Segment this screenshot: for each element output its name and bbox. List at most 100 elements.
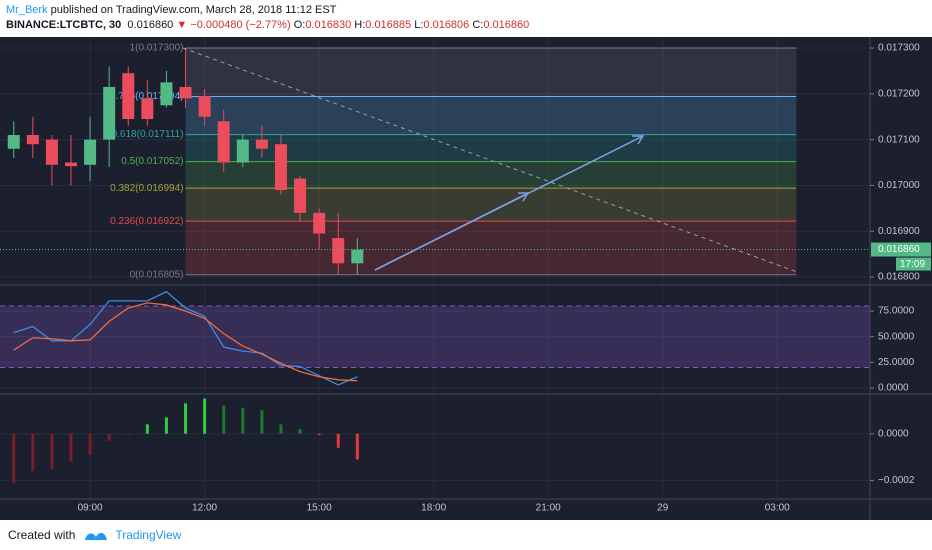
histogram-bar	[164, 417, 168, 434]
histogram-bar	[126, 433, 130, 435]
y-tick-label: −0.0002	[878, 475, 915, 486]
histogram-bar	[222, 405, 226, 434]
histogram-bar	[107, 433, 111, 441]
histogram-bar	[241, 407, 245, 434]
fib-label: 0.618(0.017111)	[112, 129, 184, 140]
fib-band	[185, 188, 797, 222]
histogram-bar	[298, 429, 302, 434]
candle-body	[274, 144, 287, 191]
y-tick-label: 0.017000	[878, 180, 920, 191]
x-tick-label: 29	[657, 503, 669, 514]
histogram-bar	[203, 398, 207, 434]
candle-body	[122, 73, 135, 119]
series-line	[13, 302, 358, 382]
last-price-tag	[871, 242, 931, 257]
fib-label: 0(0.016805)	[130, 269, 184, 280]
histogram-bar	[317, 433, 321, 435]
ohlc-key: C:	[472, 19, 484, 31]
last-price-label: 0.016860	[878, 244, 920, 255]
published: published on TradingView.com, March 28, …	[50, 4, 337, 16]
brand[interactable]: TradingView	[115, 528, 182, 542]
quote-line: BINANCE:LTCBTC, 30 0.016860 ▼ −0.000480 …	[6, 18, 932, 33]
fib-label: 0.5(0.017052)	[121, 156, 183, 167]
histogram-bar	[355, 433, 359, 460]
author[interactable]: Mr_Berk	[6, 4, 48, 16]
x-tick-label: 15:00	[307, 503, 332, 514]
fib-band	[185, 47, 797, 97]
fib-band	[185, 134, 797, 162]
fib-label: 0.236(0.016922)	[110, 216, 183, 227]
countdown-tag	[896, 257, 931, 271]
histogram-bar	[88, 433, 92, 455]
candle-body	[236, 139, 249, 163]
x-tick-label: 18:00	[421, 503, 446, 514]
band-fill	[0, 305, 870, 368]
histogram-bar	[50, 433, 54, 469]
background	[0, 37, 932, 520]
chart: 0.016800 0.016900 0.017000 0.017100 0.017200…	[0, 37, 932, 520]
candle-body	[7, 135, 20, 149]
histogram-bar	[184, 403, 188, 434]
candle-body	[103, 86, 116, 140]
logo-shape	[85, 532, 108, 540]
ohlc-value: 0.016806	[423, 19, 470, 31]
candle-body	[255, 139, 268, 149]
symbol: BINANCE:LTCBTC, 30	[6, 19, 122, 31]
fib-band	[185, 161, 797, 189]
candle-body	[26, 135, 39, 145]
y-tick-label: 0.0000	[878, 383, 909, 394]
created: Created with	[8, 528, 76, 542]
candle-body	[160, 82, 173, 106]
candle-body	[294, 178, 307, 213]
y-tick-label: 0.017300	[878, 43, 920, 54]
x-tick-label: 12:00	[192, 503, 217, 514]
candle-body	[351, 249, 364, 264]
ohlc-key: L:	[414, 19, 424, 31]
histogram-bar	[145, 424, 149, 434]
footer: Created with TradingView	[0, 520, 932, 550]
ohlc-key: H:	[354, 19, 366, 31]
logo	[85, 532, 108, 540]
y-tick-label: 50.0000	[878, 331, 915, 342]
candle-body	[179, 86, 192, 99]
y-tick-label: 75.0000	[878, 306, 915, 317]
fib-band	[185, 221, 797, 275]
candle-body	[65, 162, 78, 167]
countdown: 17:09	[900, 259, 925, 270]
y-tick-label: 0.0000	[878, 428, 909, 439]
candle-body	[141, 98, 154, 119]
x-tick-label: 21:00	[536, 503, 561, 514]
y-tick-label: 0.016900	[878, 226, 920, 237]
trend-line	[182, 47, 798, 273]
change: ▼ −0.000480 (−2.77%)	[176, 19, 291, 31]
candle-body	[332, 238, 345, 264]
histogram-bar	[12, 433, 16, 483]
y-tick-label: 0.017100	[878, 134, 920, 145]
x-tick-label: 09:00	[78, 503, 103, 514]
fib-band	[185, 96, 797, 135]
candle-body	[84, 139, 97, 165]
ohlc: O:0.016830 H:0.016885 L:0.016806 C:0.016…	[294, 19, 530, 31]
header: Mr_Berk published on TradingView.com, Ma…	[0, 0, 932, 37]
candle-body	[313, 212, 326, 234]
arrow	[374, 135, 644, 271]
x-tick-label: 03:00	[765, 503, 790, 514]
y-tick-label: 0.017200	[878, 88, 920, 99]
plot: 0.016800 0.016900 0.017000 0.017100 0.017200…	[0, 37, 932, 520]
histogram-bar	[260, 410, 264, 434]
arrow-head	[632, 135, 645, 145]
y-tick-label: 25.0000	[878, 357, 915, 368]
histogram-bar	[336, 433, 340, 448]
candle-body	[198, 96, 211, 117]
ohlc-value: 0.016885	[365, 19, 412, 31]
candle-body	[217, 121, 230, 163]
fib-label: 1(0.017300)	[130, 43, 184, 54]
publish-line: Mr_Berk published on TradingView.com, Ma…	[6, 0, 932, 18]
histogram-bar	[31, 433, 35, 472]
histogram-bar	[69, 433, 73, 462]
last: 0.016860	[127, 19, 174, 31]
y-tick-label: 0.016800	[878, 272, 920, 283]
fib-label: 0.786(0.017194)	[110, 91, 183, 102]
ohlc-key: O:	[293, 19, 306, 31]
